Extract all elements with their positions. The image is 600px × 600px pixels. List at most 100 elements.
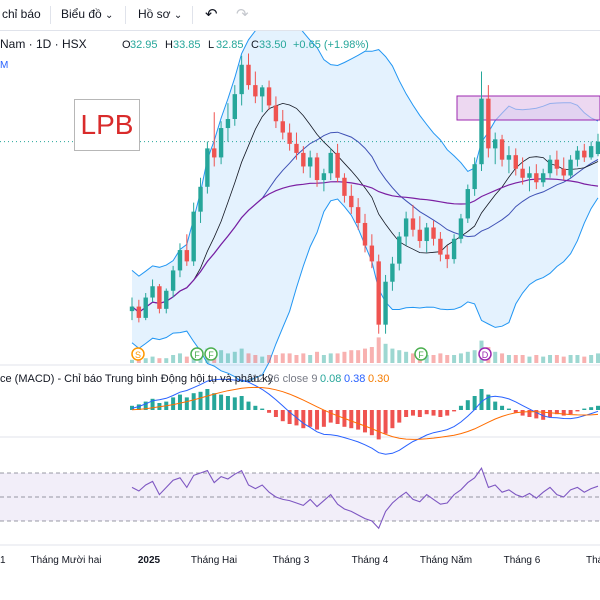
volume-bar (513, 355, 518, 363)
candle-body (479, 98, 484, 165)
candle-body (205, 148, 210, 187)
candle-body (451, 238, 457, 260)
volume-bar (410, 353, 415, 363)
ohlc-value: 32.85 (216, 39, 244, 51)
volume-bar (164, 358, 169, 363)
volume-bar (294, 355, 299, 363)
macd-histogram-bar (287, 410, 292, 424)
candle-body (177, 250, 183, 271)
undo-icon[interactable]: ↶ (205, 6, 218, 23)
candle-body (170, 270, 176, 291)
moving-average-50 (131, 178, 599, 313)
volume-bar (253, 355, 258, 363)
volume-bar (582, 356, 587, 363)
toolbar-divider (125, 6, 126, 24)
volume-bar (171, 355, 176, 363)
ohlc-label: H (165, 39, 173, 51)
chart-type-button[interactable]: Biểu đồ ⌄ (61, 7, 113, 21)
macd-histogram-bar (239, 396, 244, 410)
candle-body (307, 157, 313, 167)
volume-bar (130, 359, 134, 363)
candle-body (294, 143, 299, 153)
macd-histogram-bar (582, 408, 587, 410)
signal-marker-label: F (208, 350, 214, 360)
candle-body (431, 227, 436, 239)
candle-body (335, 152, 340, 178)
macd-histogram-bar (424, 410, 429, 415)
macd-histogram-bar (219, 394, 224, 410)
candle-body (547, 159, 553, 174)
macd-histogram-bar (417, 410, 422, 417)
time-axis-label: Tháng 6 (504, 555, 541, 566)
macd-histogram-bar (171, 397, 176, 410)
volume-bar (342, 351, 347, 363)
candle-body (150, 286, 155, 298)
candle-body (493, 139, 498, 149)
volume-bar (308, 355, 313, 363)
volume-bar (465, 351, 470, 363)
candle-body (232, 94, 237, 119)
volume-bar (157, 358, 162, 363)
candle-body (534, 173, 539, 183)
macd-histogram-bar (493, 401, 498, 410)
candle-body (239, 64, 244, 95)
macd-histogram-bar (246, 401, 251, 410)
volume-bar (541, 356, 546, 363)
signal-marker-label: D (482, 350, 489, 360)
volume-bar (315, 351, 320, 363)
candle-body (438, 238, 443, 255)
macd-histogram-bar (205, 389, 210, 410)
macd-histogram-bar (136, 404, 141, 410)
macd-histogram-bar (541, 410, 546, 420)
volume-bar (500, 353, 505, 363)
volume-bar (225, 353, 230, 363)
ohlc-value: 33.85 (173, 39, 201, 51)
volume-bar (527, 356, 532, 363)
candle-body (218, 128, 224, 158)
volume-bar (596, 353, 600, 363)
macd-histogram-bar (506, 408, 511, 410)
volume-bar (458, 353, 463, 363)
ohlc-label: C (251, 39, 259, 51)
signal-marker (131, 347, 145, 361)
indicators-button[interactable]: chỉ báo (2, 7, 41, 21)
redo-icon[interactable]: ↷ (236, 6, 249, 23)
volume-bar (376, 337, 381, 363)
candle-body (301, 152, 306, 167)
volume-bar (321, 355, 326, 363)
macd-value-1: 0.08 (320, 373, 341, 385)
macd-histogram-bar (589, 407, 594, 410)
macd-histogram-bar (308, 410, 313, 427)
candle-body (465, 189, 470, 219)
toolbar-divider (50, 6, 51, 24)
volume-bar (150, 356, 155, 363)
volume-bar (301, 353, 306, 363)
time-axis-label: Tháng Mười hai (30, 555, 101, 566)
candle-body (362, 222, 368, 246)
candle-body (582, 150, 587, 158)
macd-histogram-bar (513, 410, 518, 413)
macd-histogram-bar (500, 405, 505, 410)
volume-bar (554, 355, 559, 363)
macd-histogram-bar (452, 410, 457, 412)
macd-histogram-bar (390, 410, 395, 429)
macd-histogram-bar (253, 405, 258, 410)
macd-histogram-bar (184, 397, 189, 410)
macd-histogram-bar (177, 394, 182, 410)
macd-histogram-bar (356, 410, 361, 430)
candle-body (355, 207, 361, 223)
volume-bar (472, 350, 477, 363)
candle-body (314, 157, 320, 181)
rsi-line (131, 467, 599, 530)
macd-histogram-bar (472, 396, 477, 410)
symbol-watermark: LPB (74, 99, 140, 151)
volume-bar (219, 350, 224, 363)
profile-button[interactable]: Hồ sơ ⌄ (138, 7, 182, 21)
volume-bar (520, 355, 525, 363)
macd-histogram-bar (534, 410, 539, 419)
candle-body (129, 306, 135, 312)
candle-body (575, 150, 580, 160)
macd-histogram-bar (315, 410, 320, 430)
signal-marker-label: F (418, 350, 424, 360)
